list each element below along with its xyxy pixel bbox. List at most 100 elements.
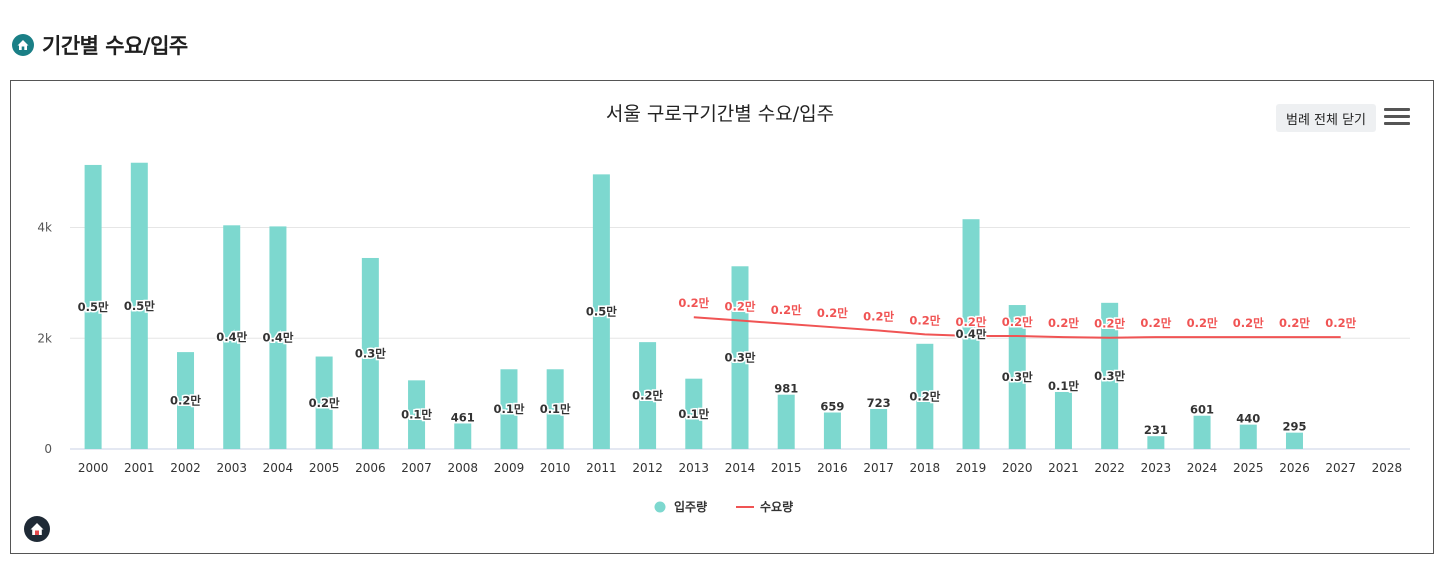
bar-data-label: 0.3만	[1094, 369, 1125, 383]
bar-data-label: 0.4만	[956, 327, 987, 341]
section-title: 기간별 수요/입주	[42, 34, 188, 58]
x-tick-label: 2022	[1094, 461, 1125, 475]
bar-data-label: 0.1만	[540, 402, 571, 416]
x-tick-label: 2021	[1048, 461, 1079, 475]
x-tick-label: 2013	[679, 461, 710, 475]
line-data-label: 0.2만	[1187, 316, 1218, 330]
bar	[1193, 415, 1211, 449]
bar-data-label: 0.4만	[262, 331, 293, 345]
x-tick-label: 2027	[1325, 461, 1356, 475]
bar-data-label: 0.3만	[1002, 370, 1033, 384]
legend-label-demand: 수요량	[760, 500, 793, 514]
y-tick-label: 0	[44, 442, 52, 456]
bar	[685, 378, 703, 449]
bar-data-label: 0.5만	[78, 300, 109, 314]
x-tick-label: 2001	[124, 461, 155, 475]
bar	[269, 226, 287, 449]
line-data-label: 0.2만	[956, 315, 987, 329]
bar	[916, 343, 934, 449]
bar	[731, 266, 749, 449]
x-tick-label: 2012	[632, 461, 663, 475]
bar-data-label: 0.2만	[909, 389, 940, 403]
legend-close-all-button[interactable]: 범례 전체 닫기	[1276, 104, 1376, 132]
bar-data-label: 0.2만	[170, 394, 201, 408]
bar	[592, 174, 610, 449]
x-tick-label: 2026	[1279, 461, 1310, 475]
bar	[1147, 436, 1165, 449]
bar-data-label: 981	[774, 382, 798, 396]
bar	[1054, 391, 1072, 449]
legend-marker-supply	[654, 501, 666, 513]
x-tick-label: 2009	[494, 461, 525, 475]
line-data-label: 0.2만	[863, 310, 894, 324]
line-data-label: 0.2만	[1325, 316, 1356, 330]
y-tick-label: 2k	[37, 331, 52, 345]
line-data-label: 0.2만	[817, 306, 848, 320]
x-tick-label: 2016	[817, 461, 848, 475]
bar-data-label: 723	[867, 396, 891, 410]
x-tick-label: 2005	[309, 461, 340, 475]
bar-data-label: 231	[1144, 423, 1168, 437]
x-tick-label: 2015	[771, 461, 802, 475]
x-tick-label: 2017	[863, 461, 894, 475]
bar-data-label: 659	[820, 400, 844, 414]
bar-data-label: 601	[1190, 403, 1214, 417]
line-data-label: 0.2만	[1002, 315, 1033, 329]
line-data-label: 0.2만	[678, 296, 709, 310]
section-header: 기간별 수요/입주	[12, 30, 188, 60]
bar-data-label: 461	[451, 410, 475, 424]
x-tick-label: 2020	[1002, 461, 1033, 475]
x-tick-label: 2007	[401, 461, 432, 475]
line-data-label: 0.2만	[1279, 316, 1310, 330]
bar	[1239, 424, 1257, 449]
bar	[1285, 432, 1303, 449]
bar	[315, 356, 333, 449]
x-tick-label: 2019	[956, 461, 987, 475]
bar-data-label: 0.1만	[493, 402, 524, 416]
line-data-label: 0.2만	[1048, 316, 1079, 330]
x-tick-label: 2018	[910, 461, 941, 475]
bar-data-label: 0.5만	[586, 305, 617, 319]
bar-data-label: 0.2만	[632, 389, 663, 403]
line-data-label: 0.2만	[771, 303, 802, 317]
home-icon	[12, 34, 34, 56]
line-data-label: 0.2만	[1094, 317, 1125, 331]
x-tick-label: 2011	[586, 461, 617, 475]
hamburger-menu-icon[interactable]	[1384, 108, 1410, 128]
bar	[639, 342, 657, 449]
x-tick-label: 2002	[170, 461, 201, 475]
bar	[500, 369, 518, 449]
bar-data-label: 0.3만	[355, 346, 386, 360]
chart-title: 서울 구로구기간별 수요/입주	[606, 103, 834, 125]
x-tick-label: 2014	[725, 461, 756, 475]
bar-data-label: 0.1만	[1048, 379, 1079, 393]
legend-label-supply: 입주량	[674, 500, 707, 514]
bar-data-label: 0.4만	[216, 330, 247, 344]
bar	[823, 412, 841, 449]
bar-data-label: 0.3만	[725, 351, 756, 365]
line-data-label: 0.2만	[1233, 316, 1264, 330]
x-tick-label: 2023	[1141, 461, 1172, 475]
x-tick-label: 2025	[1233, 461, 1264, 475]
x-tick-label: 2010	[540, 461, 571, 475]
x-tick-label: 2024	[1187, 461, 1218, 475]
bar	[777, 394, 795, 449]
bar-data-label: 0.1만	[401, 408, 432, 422]
bar-data-label: 0.1만	[678, 407, 709, 421]
x-tick-label: 2003	[216, 461, 247, 475]
bar	[1008, 305, 1026, 449]
bar	[962, 219, 980, 449]
demand-line	[693, 316, 1341, 339]
line-data-label: 0.2만	[909, 313, 940, 327]
bar-data-label: 0.2만	[309, 396, 340, 410]
chart-container	[10, 80, 1434, 554]
x-tick-label: 2008	[447, 461, 478, 475]
bar	[408, 380, 426, 449]
bar	[546, 369, 564, 449]
bar	[361, 257, 379, 449]
line-data-label: 0.2만	[725, 300, 756, 314]
bar-data-label: 440	[1236, 412, 1260, 426]
bar	[223, 225, 241, 449]
line-data-label: 0.2만	[1140, 316, 1171, 330]
